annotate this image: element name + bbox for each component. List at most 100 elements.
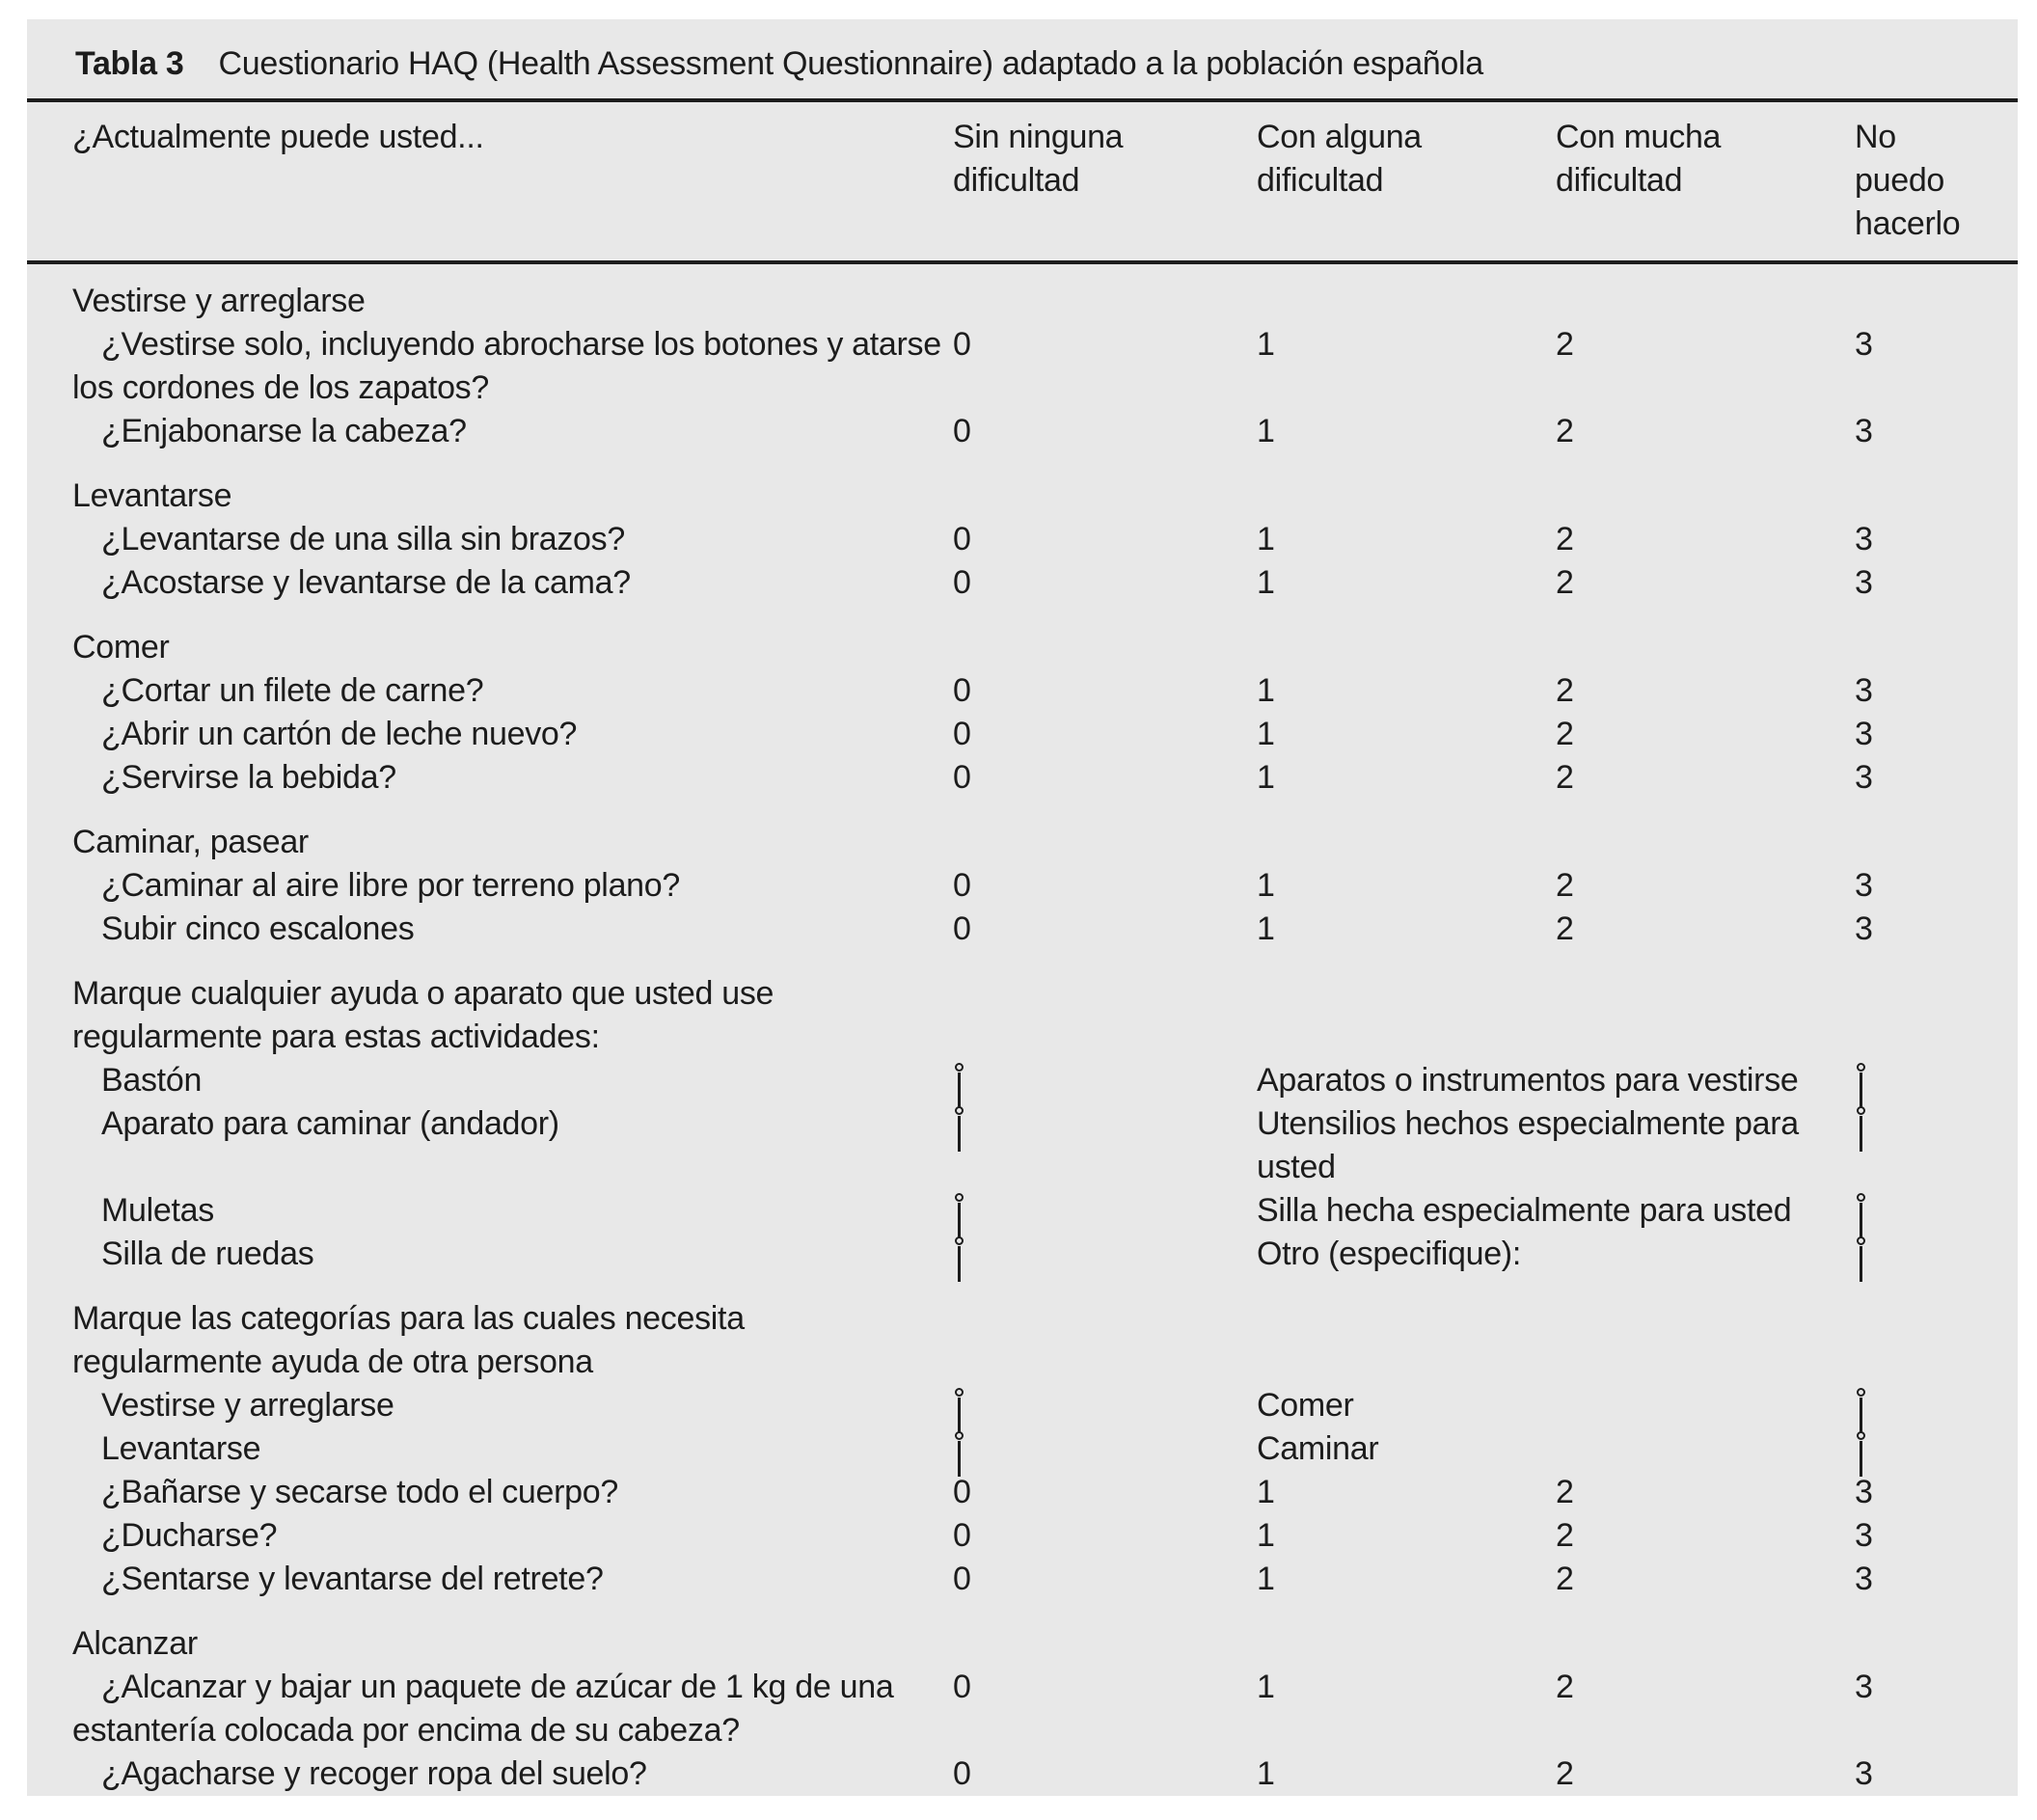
question-text: ¿Caminar al aire libre por terreno plano…: [101, 867, 680, 904]
question-text: ¿Levantarse de una silla sin brazos?: [101, 521, 625, 557]
table-number: Tabla 3: [75, 45, 184, 82]
question-row: ¿Sentarse y levantarse del retrete? 0 1 2 3: [27, 1558, 2018, 1601]
question-row: ¿Abrir un cartón de leche nuevo? 0 1 2 3: [27, 713, 2018, 756]
question-row: ¿Cortar un filete de carne? 0 1 2 3: [27, 669, 2018, 713]
checkbox-pin-icon: [953, 1431, 964, 1480]
checkbox-pin-icon: [1855, 1106, 1866, 1154]
checkbox-pin-icon: [953, 1063, 964, 1111]
checkbox-pin-icon: [1855, 1193, 1866, 1241]
checkbox-pin-head: [954, 1236, 964, 1245]
section-header: Alcanzar: [72, 1625, 198, 1662]
checkbox-item-label: Caminar: [1257, 1430, 1379, 1467]
answer-value: 0: [953, 1474, 971, 1510]
answer-value: 0: [953, 910, 971, 947]
checkbox-pin-stem: [1859, 1203, 1862, 1238]
answer-value: 2: [1556, 1474, 1574, 1510]
answer-value: 2: [1556, 716, 1574, 752]
answer-value: 3: [1855, 716, 1873, 752]
checkbox-pin-icon: [1855, 1063, 1866, 1111]
checkbox-pin-icon: [953, 1388, 964, 1436]
checkbox-item-label: usted: [1257, 1149, 1336, 1185]
answer-value: 3: [1855, 1755, 1873, 1792]
checkbox-pin-head: [1856, 1431, 1865, 1440]
question-row: ¿Acostarse y levantarse de la cama? 0 1 2 3: [27, 561, 2018, 605]
question-text: ¿Vestirse solo, incluyendo abrocharse lo…: [101, 326, 941, 363]
note-text: Marque cualquier ayuda o aparato que ust…: [72, 975, 774, 1012]
table-title: Cuestionario HAQ (Health Assessment Ques…: [218, 45, 1484, 82]
section-row: Alcanzar: [27, 1622, 2018, 1666]
column-header-option-2: Con mucha dificultad: [1556, 119, 1722, 199]
question-text: ¿Ducharse?: [101, 1517, 278, 1554]
answer-value: 2: [1556, 521, 1574, 557]
question-row: ¿Caminar al aire libre por terreno plano…: [27, 864, 2018, 908]
checkbox-pin-stem: [1859, 1441, 1862, 1477]
checkbox-item-label: Levantarse: [101, 1430, 261, 1467]
note-row: Marque cualquier ayuda o aparato que ust…: [27, 972, 2018, 1059]
checkbox-pin-stem: [957, 1398, 961, 1433]
answer-value: 1: [1257, 564, 1275, 601]
checkbox-pin-icon: [1855, 1431, 1866, 1480]
answer-value: 0: [953, 716, 971, 752]
checkbox-pin-head: [954, 1431, 964, 1440]
answer-value: 1: [1257, 759, 1275, 796]
answer-value: 0: [953, 672, 971, 709]
checkbox-pin-head: [1856, 1193, 1865, 1202]
question-row: ¿Enjabonarse la cabeza? 0 1 2 3: [27, 410, 2018, 453]
answer-value: 2: [1556, 672, 1574, 709]
answer-value: 2: [1556, 564, 1574, 601]
check-row: Vestirse y arreglarse Comer: [27, 1384, 2018, 1433]
answer-value: 0: [953, 1669, 971, 1705]
answer-value: 0: [953, 413, 971, 449]
checkbox-pin-stem: [1859, 1073, 1862, 1108]
answer-value: 3: [1855, 1669, 1873, 1705]
answer-value: 1: [1257, 521, 1275, 557]
answer-value: 3: [1855, 1561, 1873, 1597]
answer-value: 2: [1556, 867, 1574, 904]
checkbox-pin-stem: [957, 1073, 961, 1108]
answer-value: 0: [953, 1517, 971, 1554]
checkbox-item-label: Otro (especifique):: [1257, 1236, 1521, 1272]
checkbox-pin-head: [1856, 1388, 1865, 1397]
note-row: Marque las categorías para las cuales ne…: [27, 1297, 2018, 1384]
question-row: ¿Alcanzar y bajar un paquete de azúcar d…: [27, 1666, 2018, 1752]
answer-value: 1: [1257, 1474, 1275, 1510]
checkbox-pin-head: [954, 1063, 964, 1072]
answer-value: 0: [953, 326, 971, 363]
answer-value: 3: [1855, 326, 1873, 363]
check-row: Silla de ruedas Otro (especifique):: [27, 1233, 2018, 1282]
question-text: ¿Enjabonarse la cabeza?: [101, 413, 467, 449]
answer-value: 1: [1257, 1561, 1275, 1597]
checkbox-item-label: Muletas: [101, 1192, 214, 1229]
check-row: Aparato para caminar (andador) Utensilios…: [27, 1102, 2018, 1189]
checkbox-pin-icon: [953, 1106, 964, 1154]
answer-value: 0: [953, 1755, 971, 1792]
checkbox-pin-stem: [957, 1203, 961, 1238]
checkbox-pin-stem: [1859, 1398, 1862, 1433]
note-text: regularmente para estas actividades:: [72, 1019, 600, 1055]
question-text: ¿Servirse la bebida?: [101, 759, 396, 796]
question-text: ¿Alcanzar y bajar un paquete de azúcar d…: [101, 1669, 894, 1705]
question-text: Subir cinco escalones: [101, 910, 415, 947]
question-text: ¿Acostarse y levantarse de la cama?: [101, 564, 631, 601]
answer-value: 2: [1556, 1561, 1574, 1597]
checkbox-pin-icon: [953, 1193, 964, 1241]
column-header-question: ¿Actualmente puede usted...: [72, 119, 484, 155]
checkbox-item-label: Aparato para caminar (andador): [101, 1105, 559, 1142]
question-row: ¿Bañarse y secarse todo el cuerpo? 0 1 2 3: [27, 1471, 2018, 1514]
answer-value: 1: [1257, 413, 1275, 449]
section-header: Vestirse y arreglarse: [72, 283, 366, 319]
checkbox-item-label: Silla de ruedas: [101, 1236, 314, 1272]
checkbox-pin-head: [1856, 1236, 1865, 1245]
answer-value: 2: [1556, 1669, 1574, 1705]
section-row: Vestirse y arreglarse: [27, 280, 2018, 323]
checkbox-item-label: Bastón: [101, 1062, 203, 1099]
section-row: Levantarse: [27, 475, 2018, 518]
answer-value: 3: [1855, 1474, 1873, 1510]
question-text: ¿Sentarse y levantarse del retrete?: [101, 1561, 604, 1597]
answer-value: 3: [1855, 672, 1873, 709]
table-3-panel: Tabla 3 Cuestionario HAQ (Health Assessme…: [27, 19, 2018, 1796]
checkbox-pin-stem: [1859, 1116, 1862, 1152]
column-header-option-3: No puedo hacerlo: [1855, 119, 1961, 242]
checkbox-item-label: Utensilios hechos especialmente para: [1257, 1105, 1799, 1142]
